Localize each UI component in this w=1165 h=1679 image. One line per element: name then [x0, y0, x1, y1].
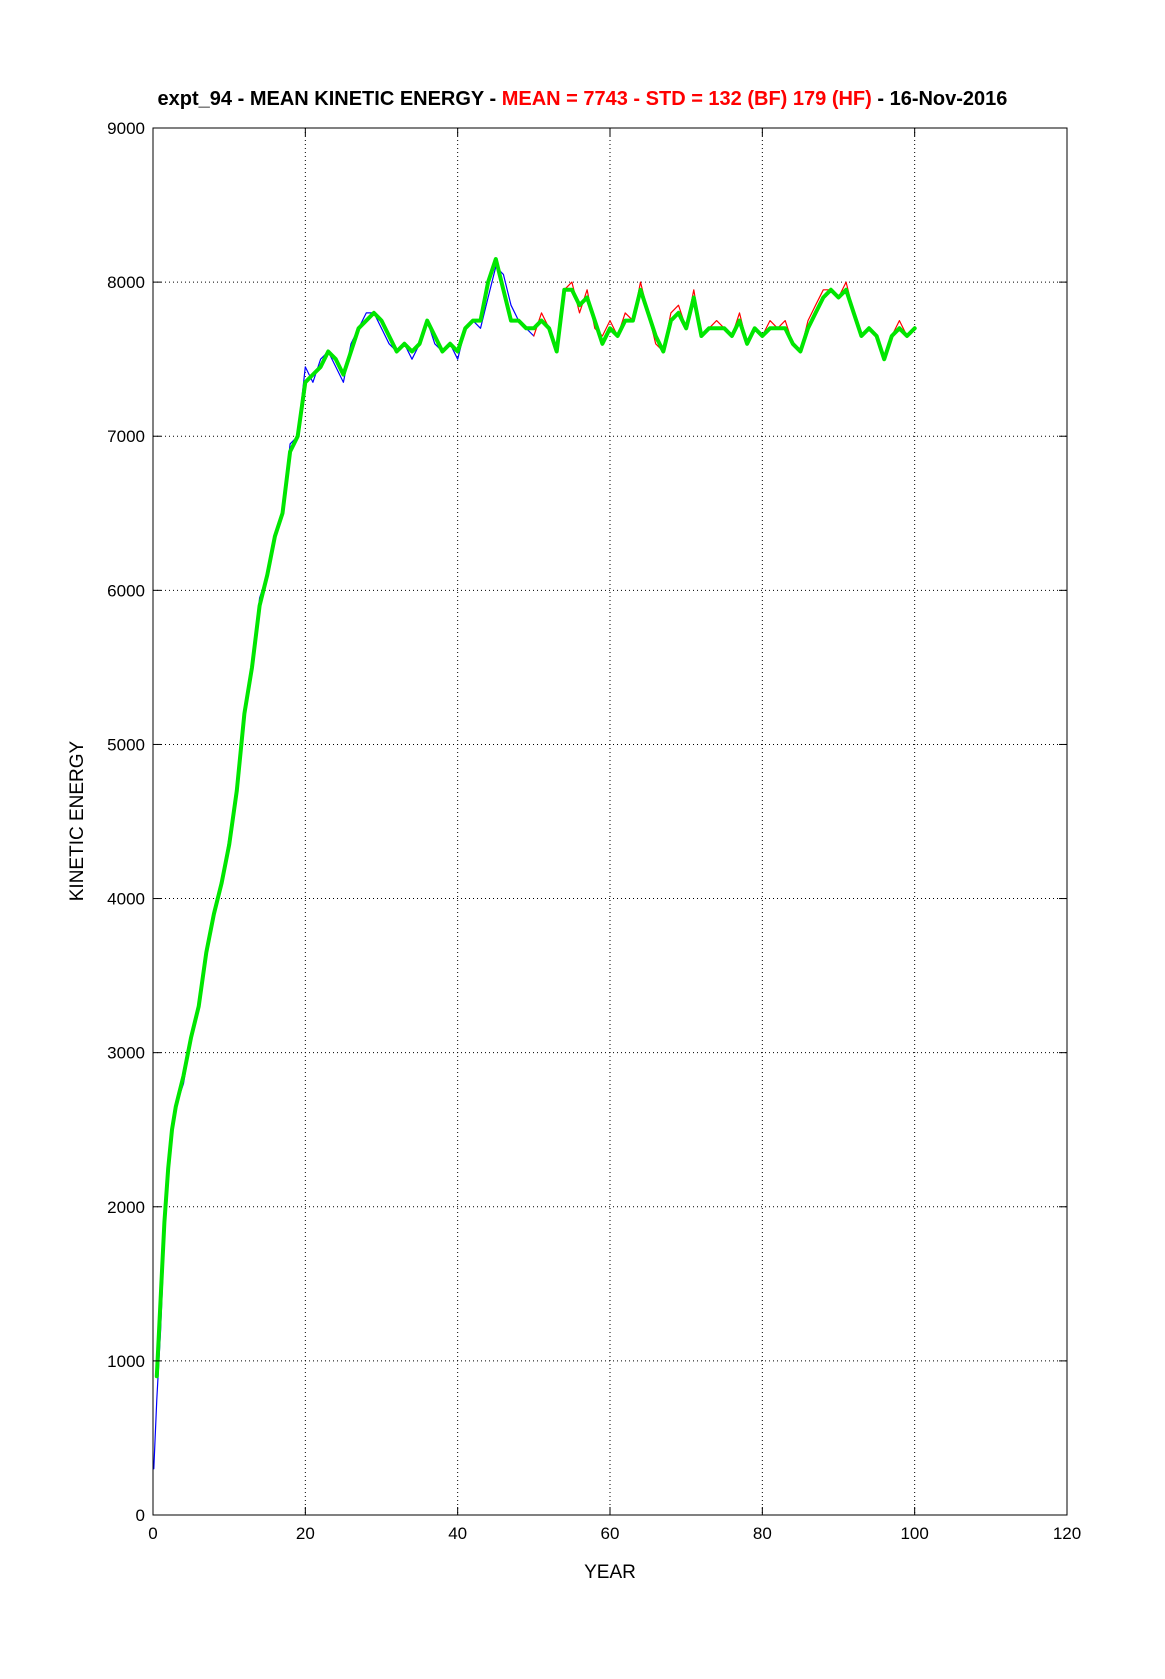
y-tick-label: 6000: [107, 581, 145, 600]
y-axis-label: KINETIC ENERGY: [67, 740, 88, 901]
series-line-2: [154, 257, 917, 1379]
y-tick-label: 0: [136, 1506, 145, 1525]
title-sep: -: [627, 88, 646, 110]
x-tick-label: 0: [148, 1524, 157, 1543]
y-tick-label: 1000: [107, 1352, 145, 1371]
x-tick-label: 120: [1053, 1524, 1081, 1543]
x-tick-label: 20: [296, 1524, 315, 1543]
y-tick-label: 7000: [107, 427, 145, 446]
chart-title: expt_94 - MEAN KINETIC ENERGY - MEAN = 7…: [0, 88, 1165, 111]
tick-layer: 0 20 40 60 80 100 120 0 1000 2000 3000 4000 5000 6000…: [107, 119, 1081, 1543]
title-std: STD = 132 (BF) 179 (HF): [645, 88, 872, 110]
series-line-0: [153, 266, 535, 1470]
y-tick-label: 9000: [107, 119, 145, 138]
x-axis-label: YEAR: [584, 1562, 636, 1583]
grid-layer: [153, 128, 1067, 1515]
x-tick-label: 100: [900, 1524, 928, 1543]
series-layer: [153, 257, 917, 1470]
title-mean: MEAN = 7743: [501, 88, 628, 110]
y-tick-label: 2000: [107, 1198, 145, 1217]
y-tick-label: 8000: [107, 273, 145, 292]
title-suffix: - 16-Nov-2016: [871, 88, 1008, 110]
x-tick-label: 60: [601, 1524, 620, 1543]
y-tick-label: 3000: [107, 1044, 145, 1063]
x-tick-label: 80: [753, 1524, 772, 1543]
title-prefix: expt_94 - MEAN KINETIC ENERGY -: [157, 88, 502, 110]
x-tick-label: 40: [448, 1524, 467, 1543]
y-tick-label: 5000: [107, 735, 145, 754]
y-tick-label: 4000: [107, 890, 145, 909]
